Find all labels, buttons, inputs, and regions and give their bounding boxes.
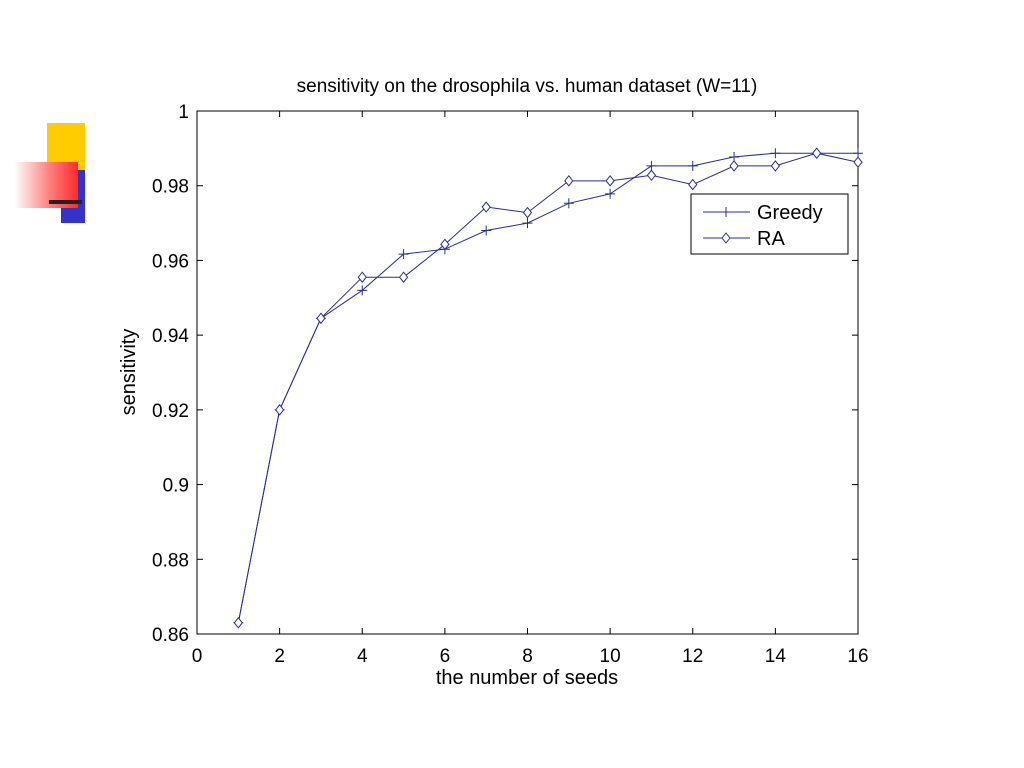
y-tick-label: 1 bbox=[178, 102, 189, 123]
marker-ra bbox=[398, 271, 409, 284]
marker-greedy bbox=[522, 218, 533, 229]
legend-greedy-marker bbox=[721, 207, 731, 217]
x-tick-label: 6 bbox=[440, 646, 451, 667]
x-axis-ticks: 0 2 4 6 8 10 12 14 16 bbox=[192, 111, 869, 667]
marker-greedy bbox=[563, 198, 574, 209]
y-tick-label: 0.94 bbox=[152, 326, 189, 347]
legend-ra-marker bbox=[721, 232, 731, 244]
marker-ra bbox=[853, 156, 863, 168]
marker-ra bbox=[564, 175, 574, 187]
y-tick-label: 0.88 bbox=[152, 550, 189, 571]
series-layer bbox=[233, 147, 863, 629]
marker-greedy bbox=[398, 249, 409, 260]
series-line-greedy bbox=[237, 152, 858, 623]
x-tick-label: 2 bbox=[274, 646, 285, 667]
marker-ra bbox=[605, 175, 615, 187]
legend-greedy-label: Greedy bbox=[757, 202, 823, 224]
x-tick-label: 16 bbox=[847, 646, 868, 667]
x-tick-label: 14 bbox=[765, 646, 787, 667]
y-tick-label: 0.92 bbox=[152, 401, 189, 422]
marker-ra bbox=[357, 271, 367, 284]
marker-greedy bbox=[770, 148, 781, 159]
x-tick-label: 10 bbox=[600, 646, 621, 667]
x-tick-label: 0 bbox=[192, 646, 203, 667]
marker-greedy bbox=[357, 285, 368, 296]
y-tick-label: 0.86 bbox=[152, 625, 189, 646]
decorative-dark-bar bbox=[49, 200, 82, 204]
marker-greedy bbox=[481, 225, 492, 236]
x-axis-label: the number of seeds bbox=[436, 667, 618, 689]
marker-ra bbox=[688, 178, 698, 191]
marker-greedy bbox=[687, 160, 698, 171]
x-tick-label: 12 bbox=[682, 646, 703, 667]
y-tick-label: 0.98 bbox=[152, 177, 189, 198]
series-line-ra bbox=[237, 152, 859, 623]
marker-greedy bbox=[646, 160, 657, 171]
legend-ra-label: RA bbox=[757, 228, 785, 250]
marker-ra bbox=[481, 201, 491, 213]
y-tick-label: 0.96 bbox=[152, 251, 189, 272]
marker-ra bbox=[440, 238, 450, 251]
legend-box bbox=[690, 193, 849, 255]
marker-ra bbox=[316, 312, 326, 325]
x-tick-label: 8 bbox=[522, 646, 533, 667]
marker-ra bbox=[812, 147, 822, 160]
marker-ra bbox=[233, 616, 243, 629]
legend: Greedy RA bbox=[690, 193, 849, 255]
y-tick-label: 0.9 bbox=[163, 476, 189, 497]
marker-ra bbox=[770, 160, 781, 172]
marker-ra bbox=[274, 404, 285, 416]
y-axis-label: sensitivity bbox=[118, 329, 140, 416]
marker-ra bbox=[646, 169, 657, 182]
marker-ra bbox=[522, 206, 533, 219]
marker-greedy bbox=[605, 188, 616, 199]
chart-title: sensitivity on the drosophila vs. human … bbox=[297, 76, 758, 97]
y-axis-ticks: 0.86 0.88 0.9 0.92 0.94 0.96 0.98 1 bbox=[152, 102, 858, 646]
x-tick-label: 4 bbox=[357, 646, 368, 667]
marker-ra bbox=[729, 160, 739, 172]
